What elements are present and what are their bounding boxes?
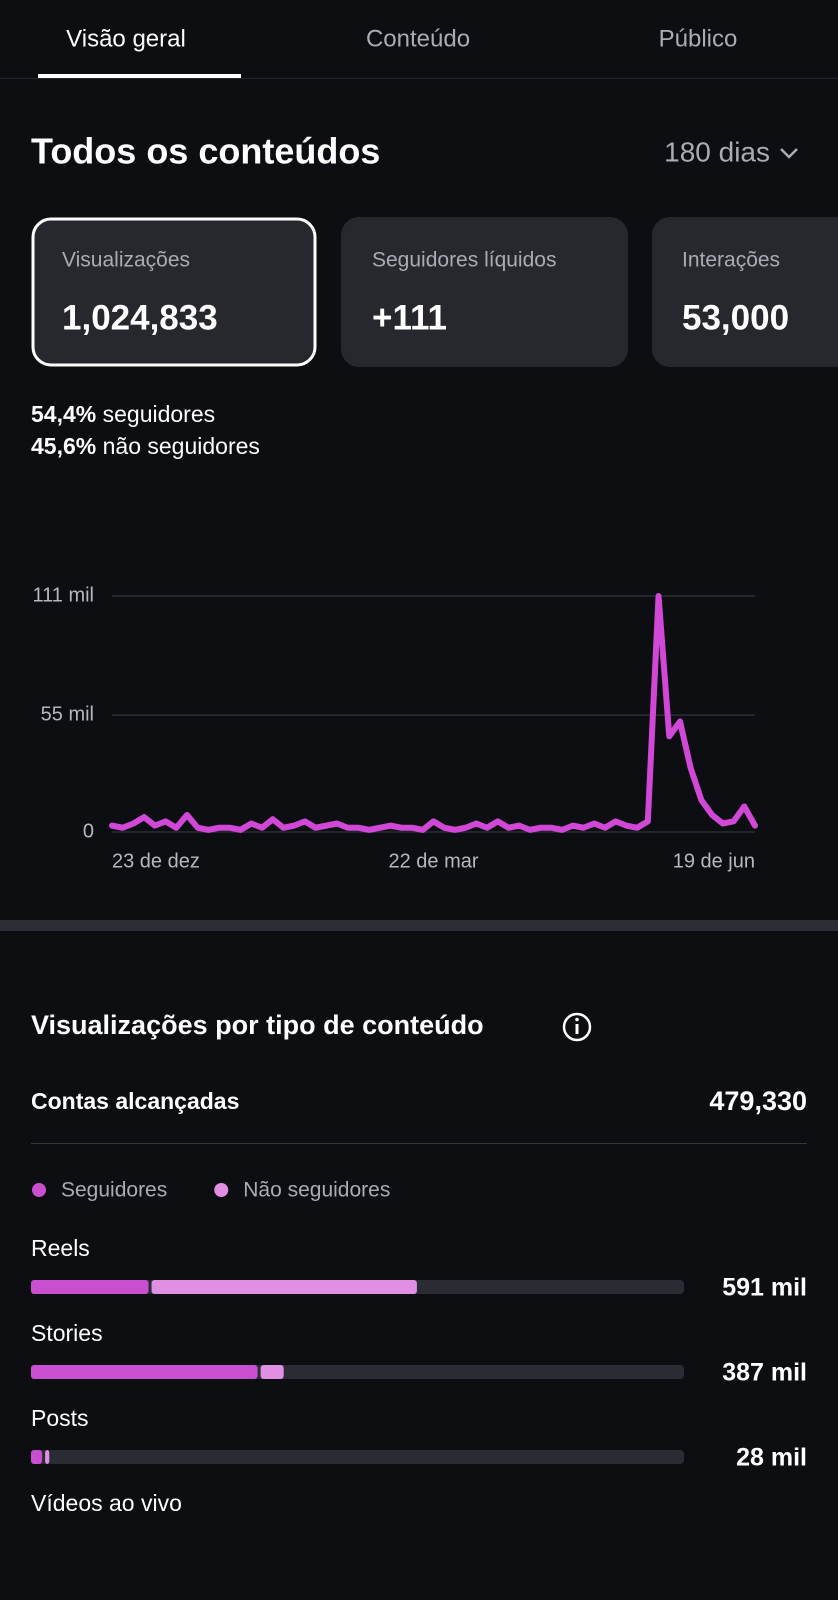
card-label: Interações <box>682 249 780 272</box>
info-circle[interactable] <box>562 1012 592 1042</box>
tab[interactable]: Conteúdo <box>366 25 470 52</box>
split-value: 54,4% <box>31 401 96 427</box>
y-tick-label: 55 mil <box>41 703 94 725</box>
tab[interactable]: Visão geral <box>66 25 186 52</box>
card-value: 53,000 <box>682 298 789 337</box>
bar-total: 591 mil <box>722 1274 807 1302</box>
y-tick-label: 0 <box>83 820 94 842</box>
bar-total: 387 mil <box>722 1359 807 1387</box>
section-separator <box>0 920 838 931</box>
bar-chart: Seguidores Não seguidores Reels 591 mil Stor… <box>31 1179 807 1516</box>
bar-track <box>31 1450 684 1464</box>
period-select[interactable]: 180 dias <box>664 136 770 167</box>
category-label: Vídeos ao vivo <box>31 1490 182 1516</box>
line-series <box>109 593 758 833</box>
legend-label: Não seguidores <box>243 1179 390 1202</box>
metric-card[interactable] <box>341 217 628 367</box>
x-tick-label: 19 de jun <box>673 850 755 872</box>
bar-segment <box>45 1450 50 1464</box>
metric-card[interactable] <box>652 217 838 367</box>
section-title: Todos os conteúdos <box>31 131 380 172</box>
tab-indicator <box>38 74 241 78</box>
bar-segment <box>31 1365 258 1379</box>
divider <box>0 78 838 79</box>
chevron[interactable] <box>780 148 798 159</box>
tab[interactable]: Público <box>659 25 738 52</box>
info-glyph <box>575 1024 579 1034</box>
card-value: +111 <box>372 298 447 337</box>
reach-label: Contas alcançadas <box>31 1088 239 1114</box>
reach-value: 479,330 <box>709 1086 807 1116</box>
line-chart: 0 55 mil 111 mil 23 de dez 22 de mar 19 de ju… <box>32 584 758 872</box>
split-label: seguidores <box>103 401 216 427</box>
x-tick-label: 22 de mar <box>388 850 478 872</box>
bar-segment <box>151 1280 417 1294</box>
category-label: Reels <box>31 1235 90 1261</box>
category-label: Stories <box>31 1320 103 1346</box>
section-title: Visualizações por tipo de conteúdo <box>31 1010 484 1040</box>
split-line: 54,4% seguidores <box>31 401 215 427</box>
category-label: Posts <box>31 1405 89 1431</box>
bar-total: 28 mil <box>736 1444 807 1472</box>
legend-swatch <box>214 1183 229 1197</box>
y-tick-label: 111 mil <box>32 584 94 606</box>
info-icon[interactable] <box>562 1012 592 1042</box>
split-value: 45,6% <box>31 433 96 459</box>
bar-segment <box>31 1450 43 1464</box>
split-line: 45,6% não seguidores <box>31 433 260 459</box>
bar-segment <box>260 1365 284 1379</box>
card-value: 1,024,833 <box>62 298 218 337</box>
card-label: Seguidores líquidos <box>372 249 556 272</box>
split-label: não seguidores <box>103 433 260 459</box>
divider <box>31 1143 807 1144</box>
legend-swatch <box>32 1183 46 1197</box>
card-label: Visualizações <box>62 249 190 272</box>
x-tick-label: 23 de dez <box>112 850 200 872</box>
info-dot <box>575 1017 579 1022</box>
legend-label: Seguidores <box>61 1179 167 1202</box>
bar-segment <box>31 1280 149 1294</box>
metric-card[interactable] <box>31 217 317 367</box>
